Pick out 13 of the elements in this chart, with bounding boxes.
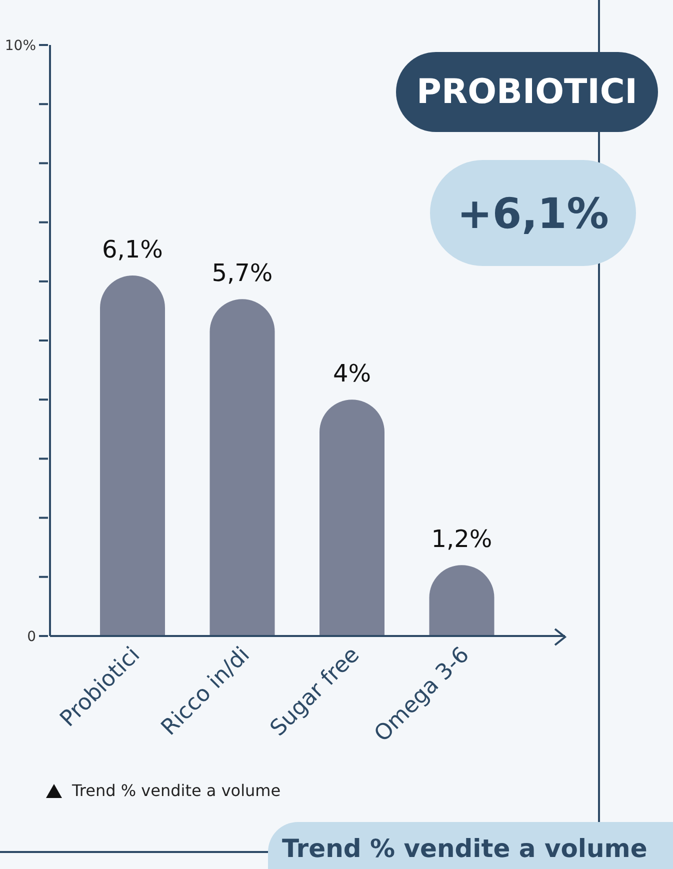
annotation: PROBIOTICI <box>396 52 658 132</box>
data-label: 1,2% <box>431 525 492 554</box>
annotation: +6,1% <box>430 160 636 266</box>
bar <box>320 400 384 636</box>
data-label: 6,1% <box>102 235 163 264</box>
y-tick-label: 0 <box>27 629 36 645</box>
bar <box>210 299 275 636</box>
bar <box>100 275 165 636</box>
text: Trend % vendite a volume <box>268 822 673 869</box>
data-label: 4% <box>332 360 372 388</box>
text: Trend % vendite a volume <box>72 781 281 800</box>
data-label: 5,7% <box>212 259 273 288</box>
y-tick-label: 10% <box>4 38 36 54</box>
